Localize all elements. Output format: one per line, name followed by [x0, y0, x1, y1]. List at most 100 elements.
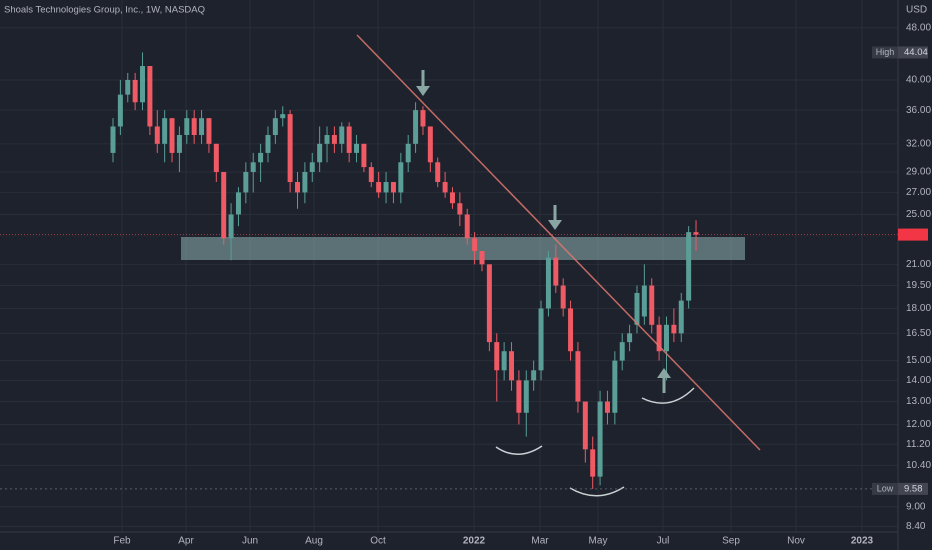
- candle-body: [191, 118, 197, 136]
- candle-body: [132, 79, 138, 103]
- candle-body: [597, 401, 603, 477]
- y-tick-label: 32.00: [906, 138, 931, 149]
- candle-body: [516, 380, 522, 413]
- candle-body: [420, 110, 426, 127]
- marker-box: [872, 46, 898, 59]
- candle-body: [619, 342, 625, 361]
- candle-body: [383, 182, 389, 193]
- drawings: [181, 237, 745, 260]
- x-tick-label: Apr: [178, 536, 194, 547]
- y-tick-label: 21.00: [906, 259, 931, 270]
- candle-body: [117, 94, 123, 127]
- candle-body: [457, 203, 463, 215]
- marker-value: 9.58: [904, 483, 923, 494]
- candle-body: [169, 118, 175, 153]
- x-tick-label: Mar: [531, 536, 549, 547]
- curve: [495, 445, 543, 455]
- candle-body: [413, 110, 419, 144]
- candle-body: [686, 232, 692, 301]
- candle-body: [627, 333, 633, 343]
- candle-body: [568, 308, 574, 352]
- resistance-zone: [181, 237, 745, 260]
- arrow-head: [657, 368, 671, 378]
- y-tick-label: 16.50: [906, 328, 931, 339]
- y-tick-label: 15.00: [906, 355, 931, 366]
- candle-body: [331, 135, 337, 144]
- y-tick-label: 9.00: [906, 501, 926, 512]
- last-price-label: [898, 228, 928, 241]
- y-tick-label: 12.00: [906, 419, 931, 430]
- y-tick-label: 10.40: [906, 460, 931, 471]
- candle-body: [390, 182, 396, 193]
- overlay: [356, 34, 761, 497]
- candle-body: [590, 449, 596, 477]
- candle-body: [531, 370, 537, 381]
- arrow-head: [416, 86, 430, 96]
- candle-body: [405, 143, 411, 163]
- candle-body: [538, 308, 544, 371]
- candle-body: [140, 66, 146, 103]
- candle-body: [110, 126, 116, 153]
- candle-body: [612, 360, 618, 413]
- curves: [495, 387, 695, 497]
- marker-label: Low: [877, 483, 894, 493]
- x-tick-label: Aug: [305, 536, 323, 547]
- candle-body: [427, 126, 433, 163]
- candle-body: [634, 292, 640, 325]
- candle-body: [280, 114, 286, 119]
- candle-body: [184, 118, 190, 136]
- candle-body: [317, 143, 323, 163]
- marker-box: [898, 46, 928, 59]
- candle-body: [604, 401, 610, 413]
- y-tick-label: 36.00: [906, 105, 931, 116]
- candle-body: [464, 214, 470, 239]
- candle-body: [649, 285, 655, 325]
- candle-body: [346, 126, 352, 153]
- x-tick-label: Feb: [113, 536, 131, 547]
- candle-body: [213, 143, 219, 172]
- candle-body: [354, 143, 360, 153]
- candle-body: [449, 192, 455, 204]
- candle-body: [302, 171, 308, 193]
- candle-body: [641, 285, 647, 317]
- candle-body: [509, 351, 515, 381]
- candle-body: [398, 162, 404, 193]
- candle-body: [235, 192, 241, 215]
- marker-value: 44.04: [904, 47, 928, 58]
- candle-body: [575, 351, 581, 402]
- candle-body: [206, 118, 212, 144]
- candle-body: [125, 79, 131, 95]
- currency: USD: [906, 5, 927, 16]
- x-tick-label: Jun: [242, 536, 258, 547]
- grid: [0, 0, 898, 532]
- candle-body: [545, 257, 551, 309]
- y-tick-label: 13.00: [906, 396, 931, 407]
- y-tick-label: 14.00: [906, 375, 931, 386]
- candle-body: [199, 118, 205, 136]
- candle-body: [176, 135, 182, 153]
- y-tick-label: 48.00: [906, 22, 931, 33]
- candle-body: [671, 324, 677, 334]
- x-tick-label: Nov: [787, 536, 805, 547]
- candle-body: [265, 135, 271, 153]
- candle-body: [162, 118, 168, 144]
- arrow-head: [548, 220, 562, 230]
- y-tick-label: 40.00: [906, 75, 931, 86]
- candle-body: [664, 324, 669, 352]
- x-tick-label: 2023: [851, 536, 874, 547]
- candle-body: [656, 324, 662, 352]
- x-tick-label: Jul: [657, 536, 670, 547]
- trend-line: [356, 34, 761, 451]
- candle-body: [339, 126, 345, 144]
- y-tick-label: 19.50: [906, 280, 931, 291]
- curve: [641, 387, 695, 404]
- candle-body: [258, 152, 264, 163]
- candle-body: [678, 300, 684, 334]
- candle-body: [582, 401, 588, 450]
- y-tick-label: 18.00: [906, 303, 931, 314]
- marker-box: [898, 482, 928, 495]
- candle-body: [154, 126, 160, 144]
- candle-body: [560, 285, 566, 309]
